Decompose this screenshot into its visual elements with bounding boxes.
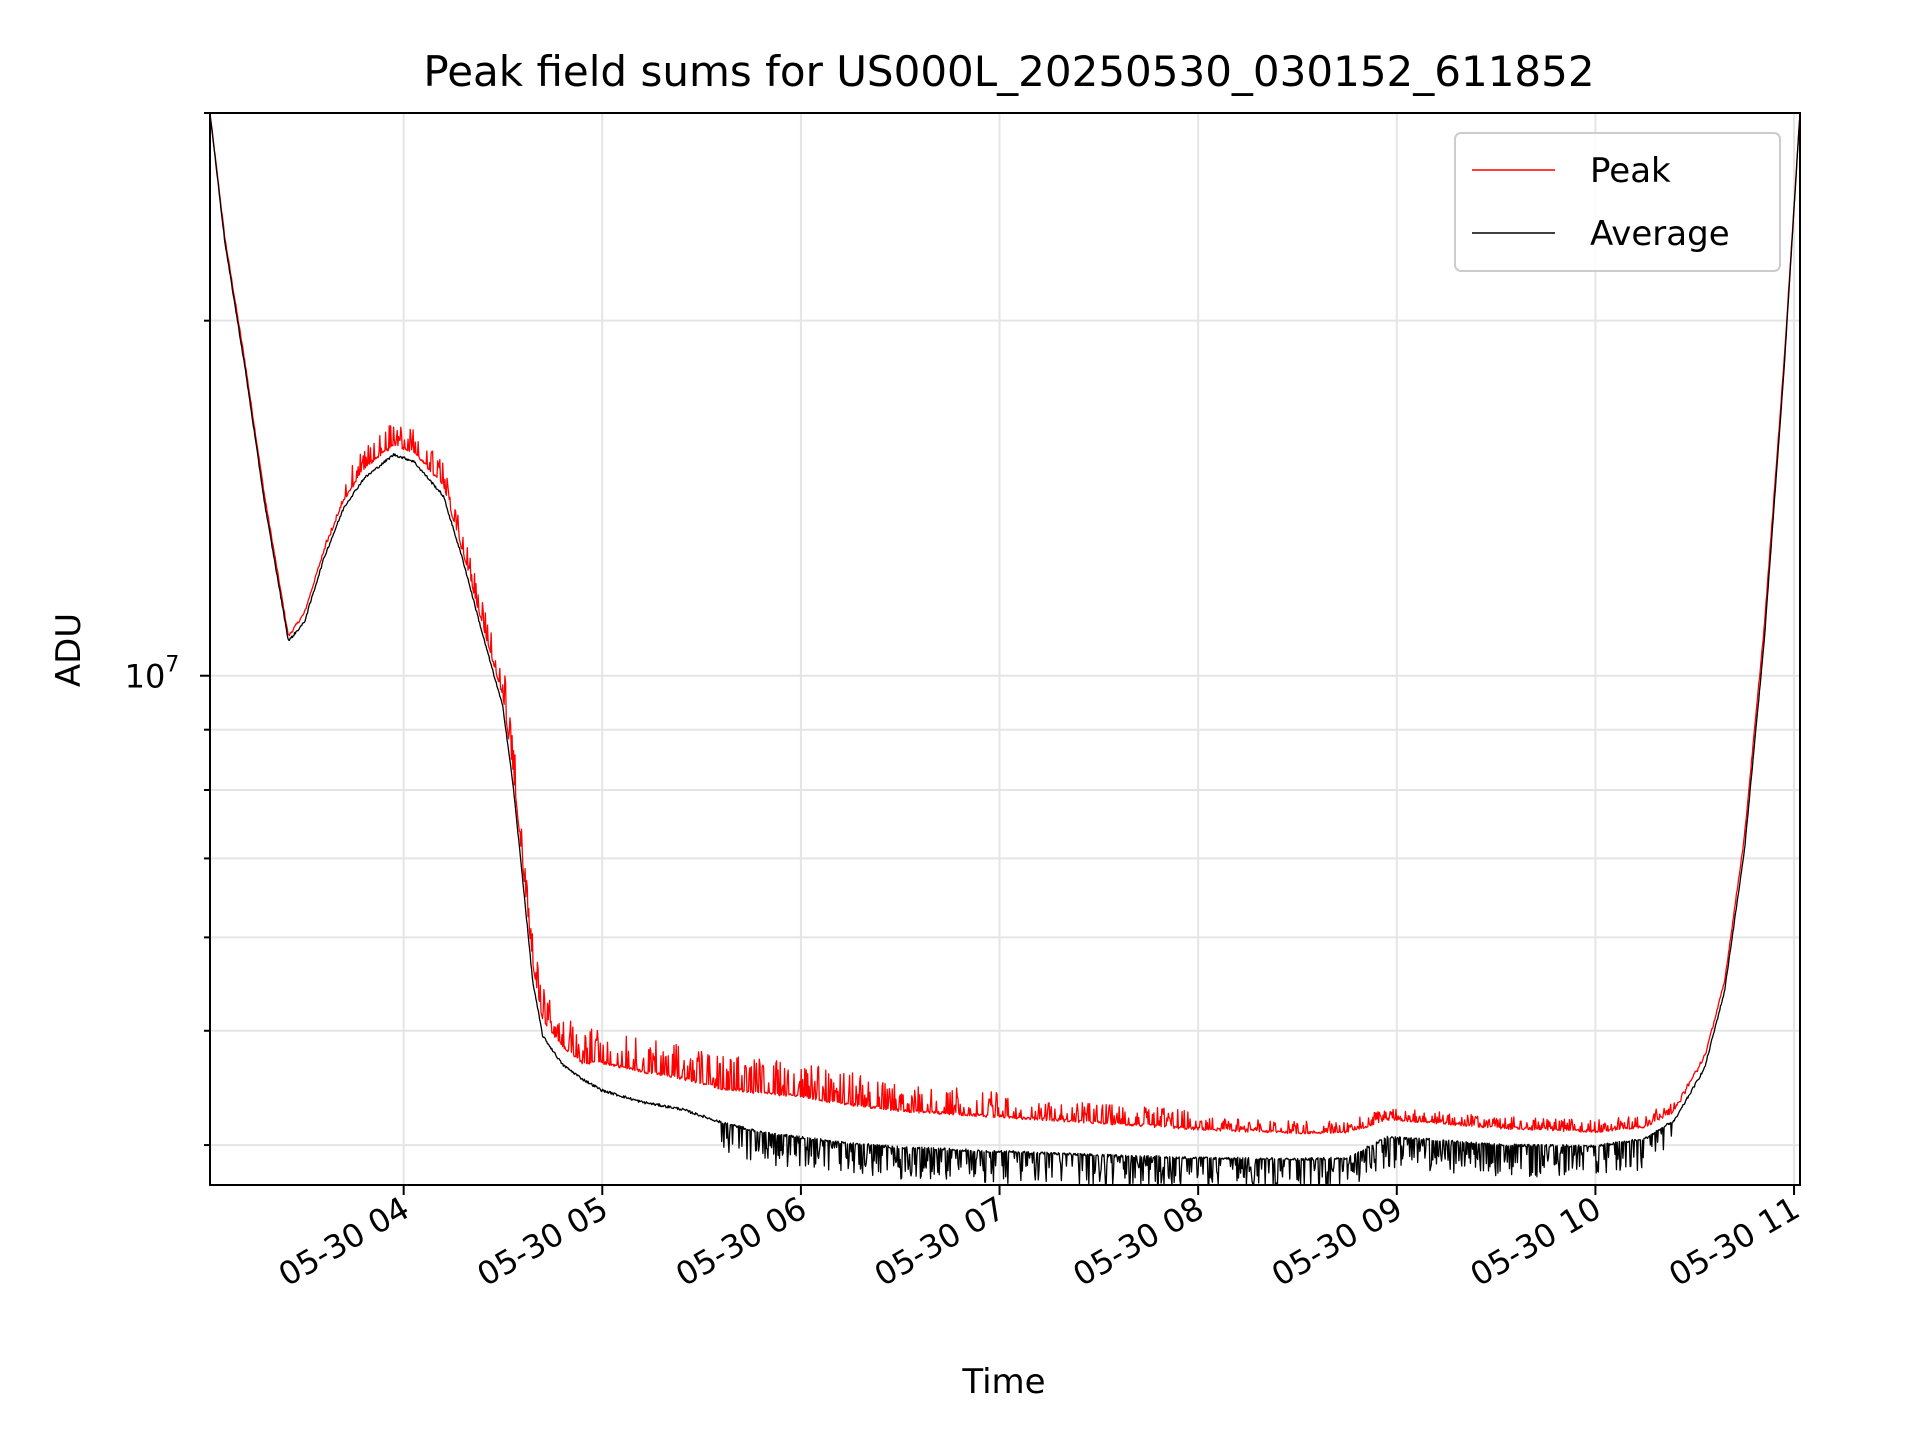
legend: Peak Average xyxy=(1454,132,1781,272)
y-axis-label: ADU xyxy=(49,613,89,687)
legend-box xyxy=(1454,132,1781,272)
legend-label-peak: Peak xyxy=(1590,151,1671,191)
chart-title: Peak field sums for US000L_20250530_0301… xyxy=(423,47,1594,96)
series-line-peak xyxy=(209,112,1801,1135)
plot-frame xyxy=(209,112,1801,1186)
legend-label-average: Average xyxy=(1590,214,1730,254)
grid xyxy=(210,112,1800,1185)
y-axis: 107 xyxy=(125,112,210,1147)
y-tick-exponent: 7 xyxy=(165,653,179,678)
series-line-average xyxy=(209,113,1801,1186)
y-tick-label: 107 xyxy=(125,653,180,696)
y-tick-base: 10 xyxy=(125,658,166,696)
series-layer xyxy=(209,112,1801,1186)
x-axis-label: Time xyxy=(961,1362,1045,1402)
